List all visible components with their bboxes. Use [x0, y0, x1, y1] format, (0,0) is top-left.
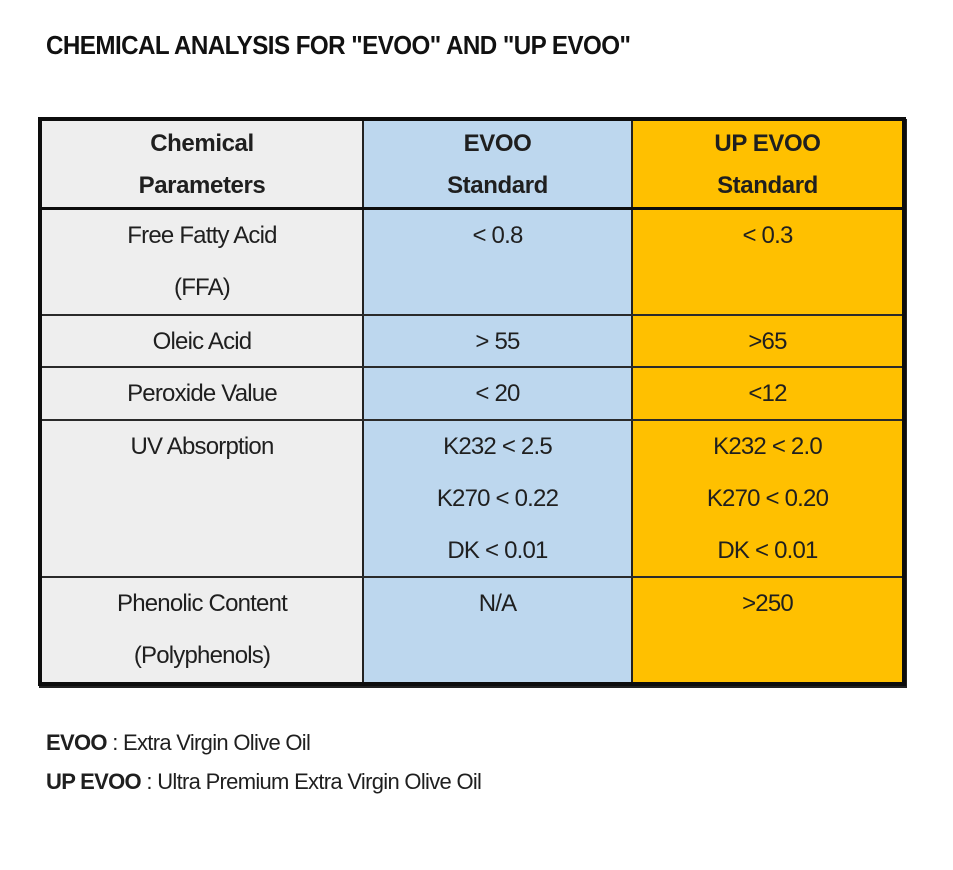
column-divider	[362, 121, 364, 682]
value-text: N/A	[478, 590, 517, 617]
value-text: K270 < 0.20	[706, 485, 829, 512]
value-text: < 0.3	[742, 222, 793, 249]
parameter-text: (FFA)	[174, 274, 231, 301]
table-row-oleic-parameter: Oleic Acid	[42, 316, 362, 366]
table-row-ffa-parameter: Free Fatty Acid (FFA)	[42, 210, 362, 314]
row-divider	[42, 366, 902, 368]
table-row-oleic-evoo: > 55	[364, 316, 631, 366]
table-row-phenolic-evoo: N/A	[364, 578, 631, 682]
value-text: > 55	[475, 328, 520, 355]
parameter-text: Peroxide Value	[127, 380, 278, 407]
parameter-text: Free Fatty Acid	[127, 222, 277, 249]
header-divider	[42, 207, 902, 210]
header-text: EVOO	[463, 130, 532, 157]
legend-definition: Ultra Premium Extra Virgin Olive Oil	[157, 769, 482, 794]
value-text: < 0.8	[472, 222, 523, 249]
parameter-text: (Polyphenols)	[133, 642, 271, 669]
header-cell-parameters: Chemical Parameters	[42, 123, 362, 207]
legend-separator: :	[140, 769, 158, 794]
table-row-peroxide-up-evoo: <12	[633, 368, 902, 419]
value-text: >250	[742, 590, 794, 617]
value-text: DK < 0.01	[447, 537, 548, 564]
parameters-column	[42, 121, 362, 682]
header-text: Chemical	[150, 130, 254, 157]
table-row-ffa-up-evoo: < 0.3	[633, 210, 902, 314]
legend-abbreviation: EVOO	[46, 730, 107, 755]
table-row-uv-up-evoo: K232 < 2.0 K270 < 0.20 DK < 0.01	[633, 421, 902, 576]
header-text: UP EVOO	[714, 130, 821, 157]
table-row-uv-evoo: K232 < 2.5 K270 < 0.22 DK < 0.01	[364, 421, 631, 576]
header-text: Parameters	[138, 172, 266, 199]
legend-item-up-evoo: UP EVOO : Ultra Premium Extra Virgin Oli…	[46, 769, 482, 795]
table-row-peroxide-parameter: Peroxide Value	[42, 368, 362, 419]
header-text: Standard	[447, 172, 548, 199]
row-divider	[42, 576, 902, 578]
value-text: K232 < 2.0	[713, 433, 823, 460]
legend-separator: :	[106, 730, 124, 755]
row-divider	[42, 419, 902, 421]
value-text: DK < 0.01	[717, 537, 818, 564]
parameter-text: Phenolic Content	[117, 590, 288, 617]
header-cell-up-evoo: UP EVOO Standard	[633, 123, 902, 207]
value-text: K270 < 0.22	[436, 485, 559, 512]
evoo-column	[364, 121, 631, 682]
value-text: K232 < 2.5	[443, 433, 553, 460]
table-row-phenolic-up-evoo: >250	[633, 578, 902, 682]
chemical-analysis-table: Chemical Parameters EVOO Standard UP EVO…	[38, 117, 906, 686]
value-text: < 20	[475, 380, 520, 407]
parameter-text: Oleic Acid	[152, 328, 253, 355]
header-cell-evoo: EVOO Standard	[364, 123, 631, 207]
table-row-ffa-evoo: < 0.8	[364, 210, 631, 314]
up-evoo-column	[633, 121, 902, 682]
table-row-oleic-up-evoo: >65	[633, 316, 902, 366]
table-row-phenolic-parameter: Phenolic Content (Polyphenols)	[42, 578, 362, 682]
table-row-uv-parameter: UV Absorption	[42, 421, 362, 576]
table-row-peroxide-evoo: < 20	[364, 368, 631, 419]
legend-definition: Extra Virgin Olive Oil	[123, 730, 311, 755]
value-text: <12	[748, 380, 787, 407]
parameter-text: UV Absorption	[130, 433, 274, 460]
value-text: >65	[748, 328, 787, 355]
document-title: CHEMICAL ANALYSIS FOR "EVOO" AND "UP EVO…	[46, 30, 631, 60]
row-divider	[42, 314, 902, 316]
legend-item-evoo: EVOO : Extra Virgin Olive Oil	[46, 730, 311, 756]
header-text: Standard	[717, 172, 818, 199]
column-divider	[631, 121, 633, 682]
legend-abbreviation: UP EVOO	[46, 769, 142, 794]
